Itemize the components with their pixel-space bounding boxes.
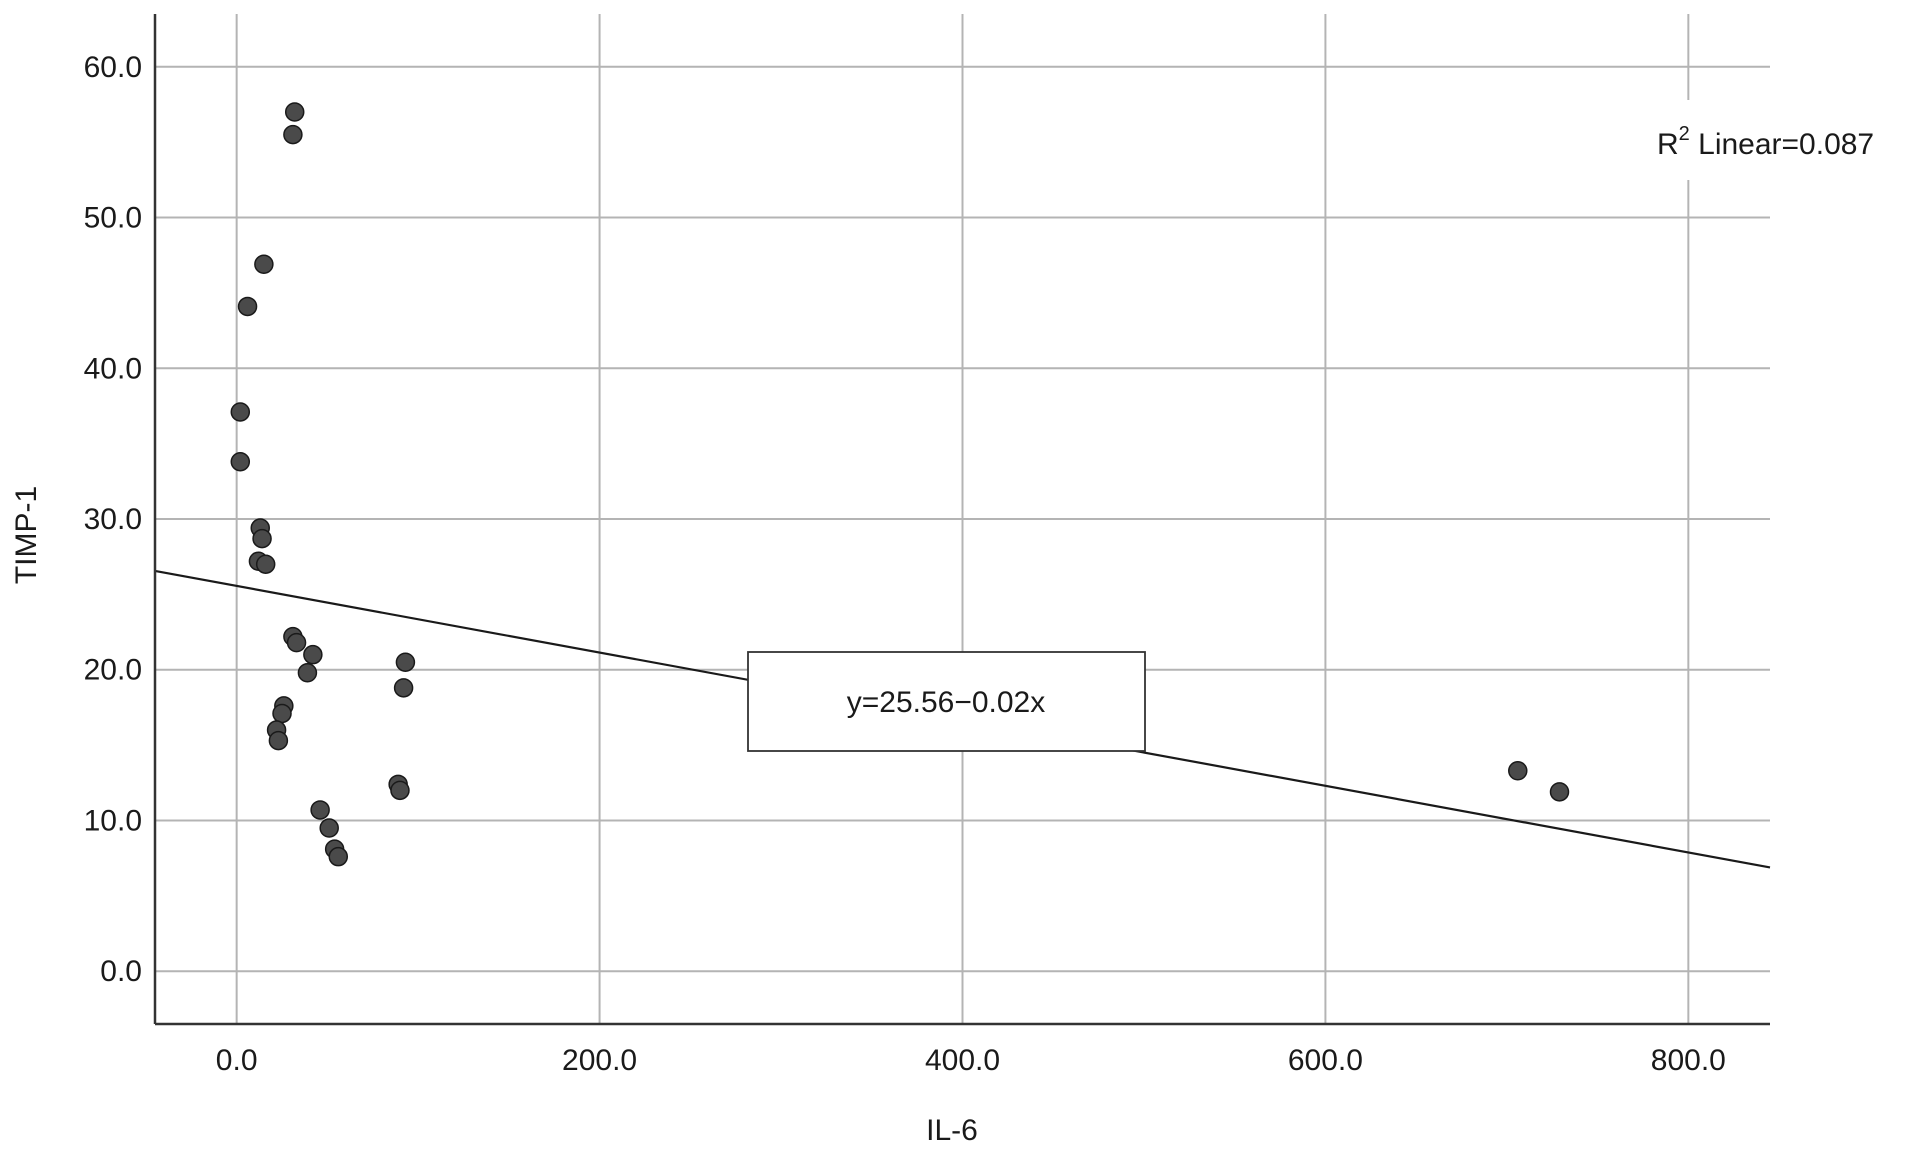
- axes: [153, 14, 1770, 1026]
- grid-lines: [155, 14, 1770, 1024]
- data-point: [237, 296, 258, 317]
- y-tick-label: 0.0: [100, 955, 142, 988]
- y-tick-label: 20.0: [84, 654, 142, 687]
- data-point: [297, 663, 318, 683]
- r-squared-text: Linear=0.087: [1690, 128, 1874, 161]
- r-squared-superscript: 2: [1679, 123, 1690, 145]
- data-point: [230, 402, 251, 422]
- x-axis-label: IL-6: [926, 1114, 978, 1147]
- data-point: [284, 102, 305, 122]
- r-squared-background: [1655, 100, 1913, 180]
- x-tick-label: 200.0: [562, 1044, 637, 1077]
- data-point: [268, 730, 289, 751]
- data-point: [254, 254, 274, 274]
- equation-box: y=25.56−0.02x: [747, 651, 1146, 752]
- data-point: [319, 818, 339, 838]
- y-tick-label: 10.0: [84, 804, 142, 837]
- x-tick-label: 800.0: [1651, 1044, 1726, 1077]
- r-squared-prefix: R: [1657, 128, 1679, 161]
- data-point: [255, 554, 276, 574]
- x-tick-label: 0.0: [216, 1044, 258, 1077]
- data-point: [286, 632, 307, 653]
- data-point: [393, 678, 414, 698]
- data-point: [390, 780, 410, 801]
- r-squared-annotation: R2 Linear=0.087: [1655, 100, 1913, 180]
- x-tick-label: 400.0: [925, 1044, 1000, 1077]
- data-point: [283, 124, 303, 145]
- x-tick-label: 600.0: [1288, 1044, 1363, 1077]
- equation-label: y=25.56−0.02x: [847, 686, 1046, 719]
- y-tick-label: 60.0: [84, 51, 142, 84]
- data-point: [272, 703, 292, 724]
- y-tick-label: 30.0: [84, 503, 142, 536]
- data-point: [1508, 760, 1528, 781]
- data-point: [230, 451, 251, 472]
- data-points: [230, 102, 1570, 867]
- data-point: [252, 528, 272, 549]
- equation-box-frame: [747, 651, 1146, 752]
- data-point: [328, 846, 349, 867]
- y-tick-label: 40.0: [84, 352, 142, 385]
- data-point: [303, 644, 323, 665]
- y-axis-label: TIMP-1: [10, 486, 43, 584]
- y-tick-label: 50.0: [84, 202, 142, 235]
- x-tick-labels: 0.0 200.0 400.0 600.0 800.0: [216, 1044, 1726, 1077]
- y-tick-labels: 0.0 10.0 20.0 30.0 40.0 50.0 60.0: [84, 51, 142, 988]
- data-point: [395, 652, 416, 672]
- data-point: [1549, 782, 1570, 802]
- data-point: [310, 800, 330, 820]
- r-squared-label: R2 Linear=0.087: [1657, 123, 1874, 161]
